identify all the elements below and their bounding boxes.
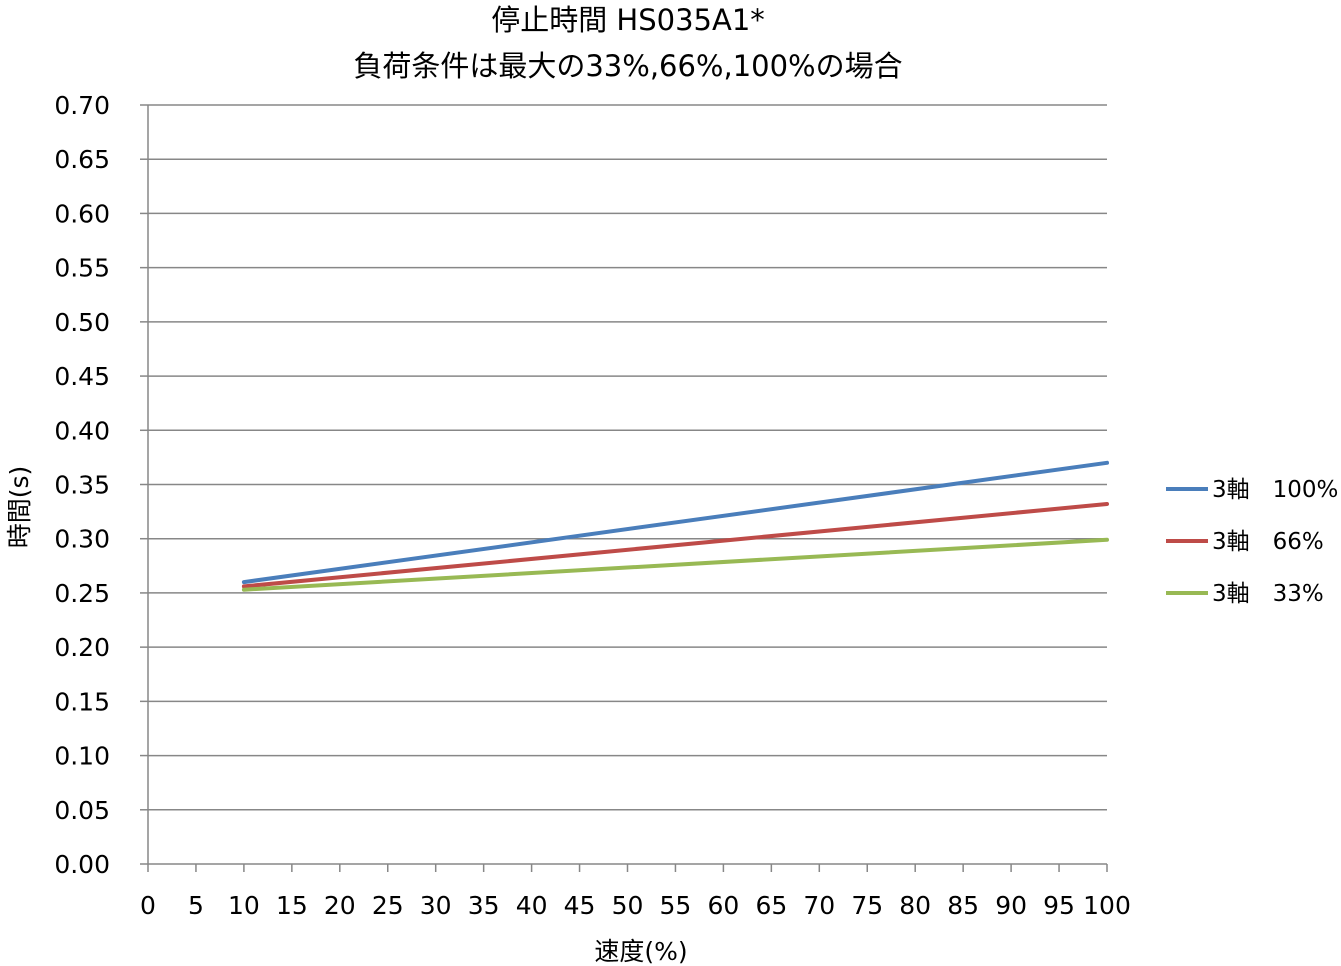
x-tick-label: 95 xyxy=(1043,891,1075,920)
x-tick-label: 75 xyxy=(851,891,883,920)
y-tick-label: 0.30 xyxy=(54,525,110,554)
gridlines xyxy=(148,104,1107,811)
chart-title: 停止時間 HS035A1* xyxy=(491,3,765,37)
series-line-3 xyxy=(241,537,1109,592)
series-line-2 xyxy=(241,502,1109,589)
x-axis-label: 速度(%) xyxy=(594,937,687,966)
y-tick-label: 0.05 xyxy=(54,796,110,825)
x-tick-label: 0 xyxy=(140,891,156,920)
y-tick-label: 0.70 xyxy=(54,91,110,120)
y-tick-label: 0.55 xyxy=(54,254,110,283)
y-axis-label: 時間(s) xyxy=(5,466,34,549)
legend-label: 3軸 33% xyxy=(1212,581,1324,607)
x-tick-label: 5 xyxy=(188,891,204,920)
x-tick-label: 80 xyxy=(899,891,931,920)
x-tick-label: 35 xyxy=(468,891,500,920)
legend-label: 3軸 100% xyxy=(1212,477,1338,503)
x-tick-label: 60 xyxy=(707,891,739,920)
y-tick-label: 0.20 xyxy=(54,633,110,662)
y-tick-label: 0.50 xyxy=(54,308,110,337)
axes xyxy=(140,104,1108,872)
legend: 3軸 100% 3軸 66% 3軸 33% xyxy=(1166,477,1338,607)
x-tick-label: 15 xyxy=(276,891,308,920)
x-tick-label: 65 xyxy=(755,891,787,920)
x-tick-label: 40 xyxy=(516,891,548,920)
x-tick-label: 50 xyxy=(612,891,644,920)
y-tick-label: 0.45 xyxy=(54,362,110,391)
x-tick-label: 70 xyxy=(803,891,835,920)
y-tick-labels: 0.00 0.05 0.10 0.15 0.20 0.25 0.30 0.35 0.40 0.45… xyxy=(54,91,110,879)
y-tick-label: 0.60 xyxy=(54,199,110,228)
y-tick-label: 0.10 xyxy=(54,742,110,771)
x-tick-label: 30 xyxy=(420,891,452,920)
legend-label: 3軸 66% xyxy=(1212,529,1324,555)
x-tick-label: 100 xyxy=(1083,891,1131,920)
y-tick-label: 0.35 xyxy=(54,471,110,500)
series-line-1 xyxy=(241,460,1109,585)
x-tick-label: 85 xyxy=(947,891,979,920)
y-tick-label: 0.00 xyxy=(54,850,110,879)
x-tick-label: 45 xyxy=(564,891,596,920)
chart-subtitle: 負荷条件は最大の33%,66%,100%の場合 xyxy=(353,49,903,83)
x-tick-label: 20 xyxy=(324,891,356,920)
x-tick-label: 55 xyxy=(660,891,692,920)
y-tick-label: 0.65 xyxy=(54,145,110,174)
x-tick-label: 10 xyxy=(228,891,260,920)
y-tick-label: 0.40 xyxy=(54,416,110,445)
series-lines xyxy=(241,460,1109,592)
x-tick-labels: 0 5 10 15 20 25 30 35 40 45 50 55 60 65 70 75 80 85 90 95 10… xyxy=(140,891,1131,920)
x-tick-label: 90 xyxy=(995,891,1027,920)
y-tick-label: 0.15 xyxy=(54,687,110,716)
x-tick-label: 25 xyxy=(372,891,404,920)
y-tick-label: 0.25 xyxy=(54,579,110,608)
